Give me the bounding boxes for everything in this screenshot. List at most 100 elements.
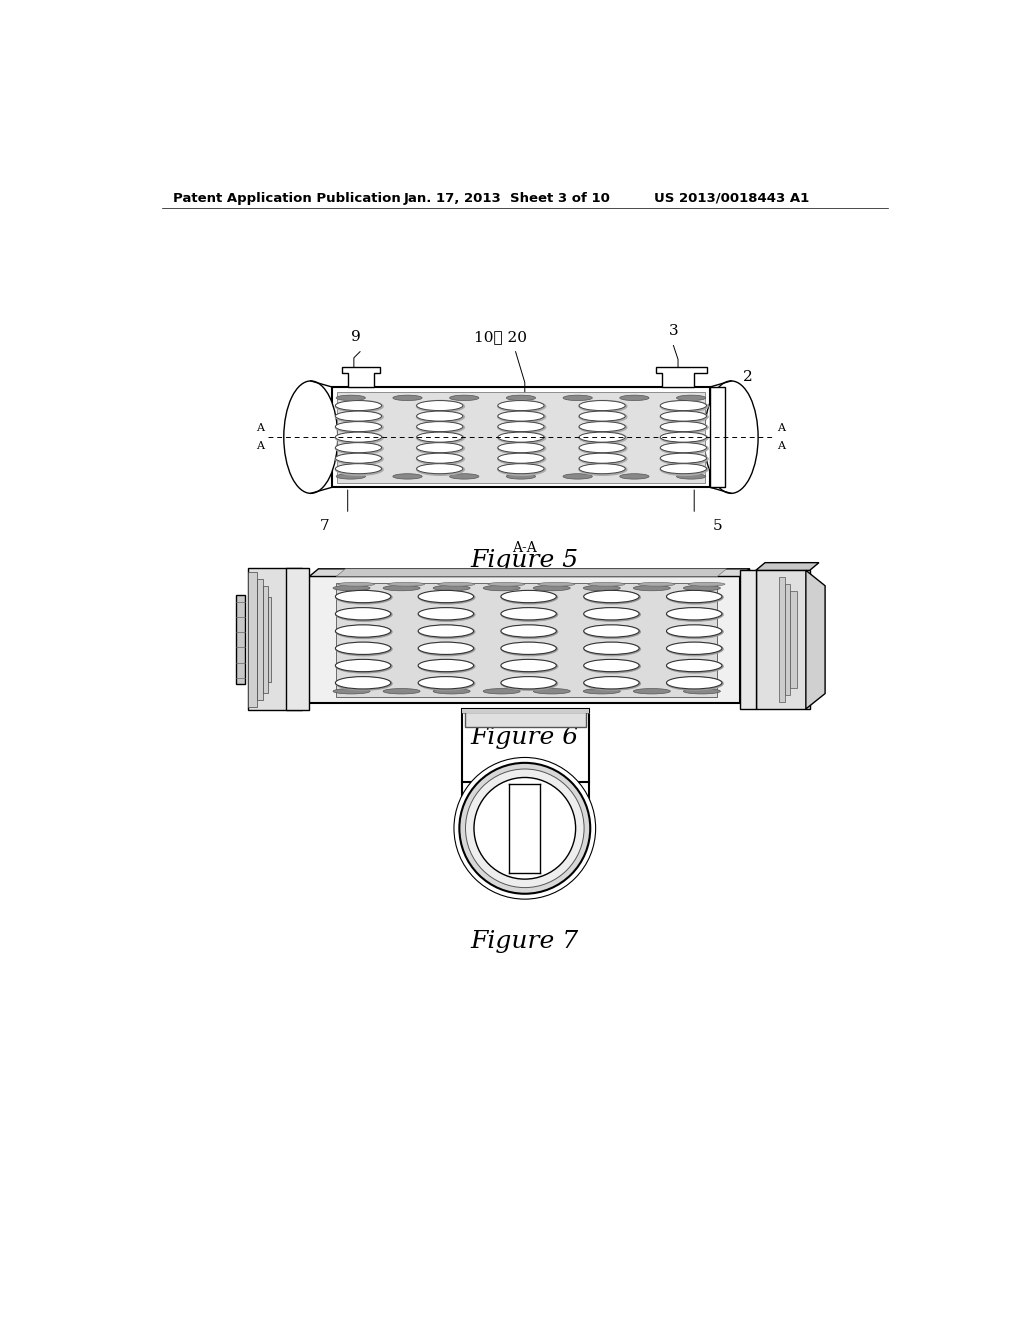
Text: Figure 7: Figure 7 bbox=[471, 931, 579, 953]
Ellipse shape bbox=[497, 463, 547, 477]
Ellipse shape bbox=[417, 400, 463, 411]
Ellipse shape bbox=[563, 474, 592, 479]
Ellipse shape bbox=[584, 607, 639, 620]
Text: A: A bbox=[257, 441, 264, 451]
Ellipse shape bbox=[466, 770, 584, 887]
Ellipse shape bbox=[418, 590, 473, 603]
Bar bbox=[337, 392, 705, 483]
Text: Jan. 17, 2013  Sheet 3 of 10: Jan. 17, 2013 Sheet 3 of 10 bbox=[403, 191, 610, 205]
Polygon shape bbox=[309, 569, 750, 577]
Ellipse shape bbox=[336, 660, 391, 672]
Ellipse shape bbox=[336, 421, 382, 432]
Ellipse shape bbox=[336, 590, 391, 603]
Ellipse shape bbox=[433, 585, 470, 591]
Polygon shape bbox=[756, 562, 819, 570]
Ellipse shape bbox=[383, 585, 420, 591]
Ellipse shape bbox=[497, 432, 547, 445]
Text: 5: 5 bbox=[713, 519, 722, 533]
Ellipse shape bbox=[501, 677, 556, 689]
Ellipse shape bbox=[433, 689, 470, 694]
Ellipse shape bbox=[393, 474, 422, 479]
Ellipse shape bbox=[579, 453, 628, 466]
Text: Patent Application Publication: Patent Application Publication bbox=[173, 191, 400, 205]
Ellipse shape bbox=[588, 582, 625, 586]
Text: A: A bbox=[257, 424, 264, 433]
Ellipse shape bbox=[705, 381, 758, 494]
Ellipse shape bbox=[660, 453, 707, 463]
Ellipse shape bbox=[666, 624, 724, 639]
Ellipse shape bbox=[620, 474, 649, 479]
Ellipse shape bbox=[335, 642, 393, 656]
Ellipse shape bbox=[498, 421, 544, 432]
Bar bbox=[462, 709, 589, 781]
Ellipse shape bbox=[336, 442, 382, 453]
Ellipse shape bbox=[579, 411, 628, 424]
Text: 9: 9 bbox=[351, 330, 361, 345]
Ellipse shape bbox=[497, 400, 547, 413]
Ellipse shape bbox=[677, 474, 706, 479]
Bar bbox=[237, 595, 246, 684]
Ellipse shape bbox=[417, 421, 463, 432]
Ellipse shape bbox=[580, 442, 626, 453]
Ellipse shape bbox=[634, 689, 671, 694]
Ellipse shape bbox=[584, 659, 641, 673]
Ellipse shape bbox=[498, 453, 544, 463]
Ellipse shape bbox=[450, 395, 479, 400]
Ellipse shape bbox=[418, 624, 473, 638]
Ellipse shape bbox=[584, 624, 641, 639]
Bar bbox=[462, 709, 589, 713]
Ellipse shape bbox=[336, 395, 366, 400]
Ellipse shape bbox=[660, 411, 707, 421]
Ellipse shape bbox=[634, 585, 671, 591]
Bar bbox=[248, 568, 301, 710]
Ellipse shape bbox=[579, 400, 628, 413]
Ellipse shape bbox=[667, 677, 722, 689]
Ellipse shape bbox=[667, 642, 722, 655]
Ellipse shape bbox=[501, 642, 558, 656]
Ellipse shape bbox=[498, 463, 544, 474]
Ellipse shape bbox=[336, 677, 391, 689]
Ellipse shape bbox=[584, 607, 641, 622]
Ellipse shape bbox=[335, 442, 384, 455]
Ellipse shape bbox=[335, 453, 384, 466]
Ellipse shape bbox=[418, 590, 475, 605]
Ellipse shape bbox=[501, 590, 558, 605]
Ellipse shape bbox=[580, 432, 626, 442]
Ellipse shape bbox=[416, 442, 465, 455]
Text: Figure 5: Figure 5 bbox=[471, 549, 579, 572]
Ellipse shape bbox=[335, 411, 384, 424]
Bar bbox=[267, 597, 271, 682]
Ellipse shape bbox=[417, 411, 463, 421]
Ellipse shape bbox=[667, 607, 722, 620]
Ellipse shape bbox=[659, 421, 709, 434]
Bar bbox=[336, 582, 717, 697]
Polygon shape bbox=[336, 569, 727, 577]
Ellipse shape bbox=[498, 400, 544, 411]
Ellipse shape bbox=[454, 758, 596, 899]
Ellipse shape bbox=[584, 642, 639, 655]
Ellipse shape bbox=[580, 421, 626, 432]
Ellipse shape bbox=[497, 442, 547, 455]
Ellipse shape bbox=[666, 590, 724, 605]
Bar bbox=[286, 568, 309, 710]
Ellipse shape bbox=[660, 432, 707, 442]
Bar bbox=[756, 570, 810, 709]
Bar bbox=[263, 586, 267, 693]
Ellipse shape bbox=[333, 585, 370, 591]
Ellipse shape bbox=[677, 395, 706, 400]
Ellipse shape bbox=[416, 463, 465, 477]
Ellipse shape bbox=[487, 582, 524, 586]
Ellipse shape bbox=[660, 421, 707, 432]
Polygon shape bbox=[342, 367, 380, 387]
Ellipse shape bbox=[501, 660, 556, 672]
Ellipse shape bbox=[336, 642, 391, 655]
Ellipse shape bbox=[501, 659, 558, 673]
Ellipse shape bbox=[336, 624, 391, 638]
Ellipse shape bbox=[418, 642, 473, 655]
Ellipse shape bbox=[416, 432, 465, 445]
Ellipse shape bbox=[335, 463, 384, 477]
Ellipse shape bbox=[506, 474, 536, 479]
Text: 7: 7 bbox=[319, 519, 330, 533]
Polygon shape bbox=[806, 570, 825, 709]
Polygon shape bbox=[740, 569, 750, 702]
